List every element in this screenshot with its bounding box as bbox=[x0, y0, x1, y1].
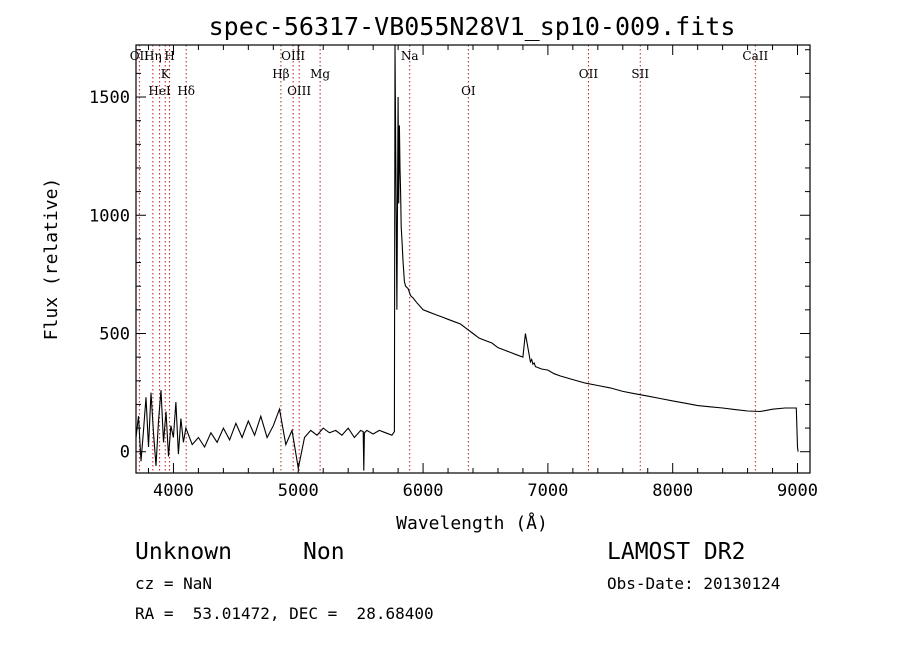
marker-label: K bbox=[161, 67, 171, 81]
marker-label: OII bbox=[130, 49, 150, 63]
redshift-cz: cz = NaN bbox=[135, 574, 213, 593]
y-tick-label: 500 bbox=[99, 324, 130, 344]
x-tick-label: 4000 bbox=[153, 481, 194, 501]
y-tick-label: 1000 bbox=[89, 206, 130, 226]
survey-name: LAMOST DR2 bbox=[607, 539, 746, 565]
marker-label: Na bbox=[401, 49, 419, 63]
marker-label: Hη bbox=[144, 49, 162, 63]
marker-label: H bbox=[164, 49, 174, 63]
y-tick-label: 1500 bbox=[89, 88, 130, 108]
chart-title: spec-56317-VB055N28V1_sp10-009.fits bbox=[209, 12, 736, 41]
marker-label: Hδ bbox=[177, 84, 195, 98]
x-tick-label: 9000 bbox=[777, 481, 818, 501]
x-axis-ticks: 4000 5000 6000 7000 8000 9000 bbox=[147, 45, 818, 501]
marker-label: Mg bbox=[310, 67, 330, 81]
y-axis-label: Flux (relative) bbox=[41, 178, 62, 341]
y-tick-label: 0 bbox=[120, 443, 130, 463]
marker-label: SII bbox=[631, 67, 649, 81]
spectrum-series-line bbox=[135, 44, 799, 471]
marker-label: HeI bbox=[148, 84, 171, 98]
coordinates: RA = 53.01472, DEC = 28.68400 bbox=[135, 604, 434, 623]
marker-label: OIII bbox=[281, 49, 305, 63]
plot-frame bbox=[135, 44, 811, 474]
x-tick-label: 5000 bbox=[278, 481, 319, 501]
y-axis-ticks: 0 500 1000 1500 bbox=[89, 49, 810, 463]
object-subclass: Non bbox=[303, 539, 345, 565]
marker-label: OI bbox=[461, 84, 476, 98]
x-axis-label: Wavelength (Å) bbox=[396, 512, 548, 534]
x-tick-label: 6000 bbox=[403, 481, 444, 501]
marker-label: OIII bbox=[287, 84, 311, 98]
x-tick-label: 8000 bbox=[652, 481, 693, 501]
object-class: Unknown bbox=[135, 539, 232, 565]
marker-label: Hβ bbox=[272, 67, 289, 81]
marker-label: CaII bbox=[742, 49, 768, 63]
line-marker-lines bbox=[138, 45, 756, 473]
x-tick-label: 7000 bbox=[527, 481, 568, 501]
marker-label: OII bbox=[579, 67, 599, 81]
observation-date: Obs-Date: 20130124 bbox=[607, 574, 781, 593]
